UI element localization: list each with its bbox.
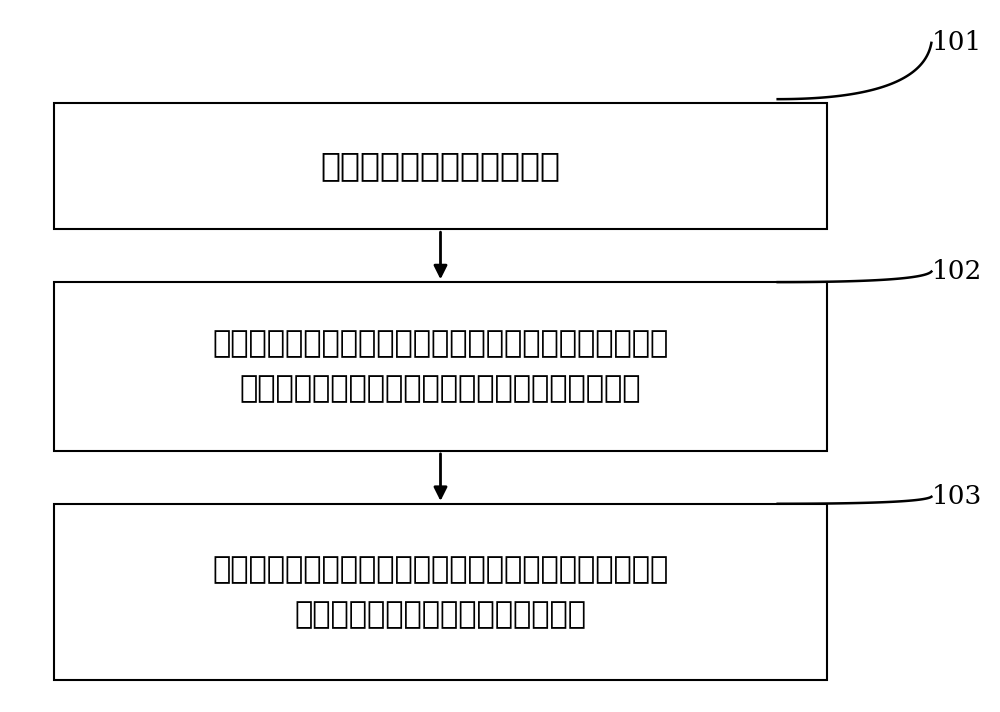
Text: 根据第一目标数据提取第一特征，根据第二目标数据提取
第二特征，并将第一特征和第二特征作为共享特征: 根据第一目标数据提取第一特征，根据第二目标数据提取 第二特征，并将第一特征和第二… xyxy=(212,330,669,404)
Text: 102: 102 xyxy=(931,259,982,284)
Text: 获取各个参与方的目标数据: 获取各个参与方的目标数据 xyxy=(321,150,560,182)
Text: 103: 103 xyxy=(931,484,982,509)
Text: 101: 101 xyxy=(931,31,982,56)
FancyBboxPatch shape xyxy=(54,504,827,680)
FancyBboxPatch shape xyxy=(54,282,827,451)
FancyBboxPatch shape xyxy=(54,103,827,229)
Text: 通过加密和纵向联邦学习，将各个参与方的数据模型进行
迭代训练和模型融合，获得全局模型: 通过加密和纵向联邦学习，将各个参与方的数据模型进行 迭代训练和模型融合，获得全局… xyxy=(212,555,669,629)
